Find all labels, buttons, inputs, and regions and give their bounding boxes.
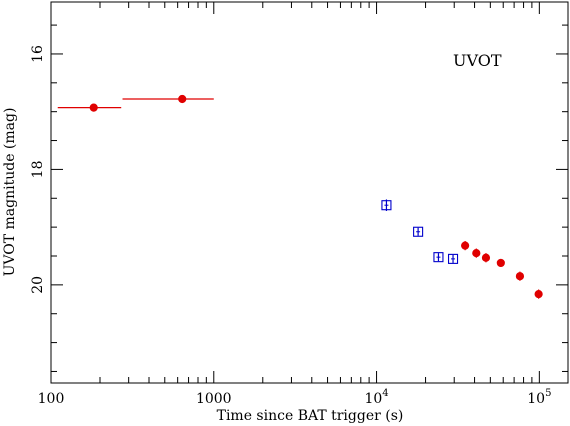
y-tick-label: 18 <box>30 160 46 178</box>
y-axis-label: UVOT magnitude (mag) <box>2 108 18 277</box>
x-tick-label: 105 <box>527 388 551 407</box>
data-point-square <box>413 226 424 237</box>
x-tick-label-exponent: 4 <box>382 388 388 399</box>
data-point-circle <box>481 253 491 262</box>
y-tick-label: 16 <box>30 45 46 63</box>
x-tick-label: 100 <box>38 391 65 407</box>
data-point-circle <box>496 258 505 268</box>
x-tick-label-exponent: 5 <box>545 388 551 399</box>
data-point-square <box>381 200 392 211</box>
data-point-circle <box>461 241 470 250</box>
annotation-uvot: UVOT <box>453 51 502 70</box>
data-point-square <box>447 253 459 264</box>
data-point-circle <box>472 249 481 258</box>
y-tick-label: 20 <box>30 276 46 294</box>
x-tick-label-base: 10 <box>364 391 382 407</box>
data-point-circle <box>515 272 525 281</box>
data-point-square <box>433 252 444 263</box>
plot-frame <box>50 1 569 384</box>
axis-ticks <box>50 2 568 383</box>
x-axis-label: Time since BAT trigger (s) <box>217 408 404 424</box>
data-point-circle <box>178 94 187 104</box>
data-point-circle <box>89 103 98 112</box>
data-point-circle <box>534 290 543 299</box>
data-markers <box>57 94 543 299</box>
x-tick-label-base: 10 <box>527 391 545 407</box>
x-tick-label: 104 <box>364 388 388 407</box>
x-tick-label: 1000 <box>196 391 232 407</box>
